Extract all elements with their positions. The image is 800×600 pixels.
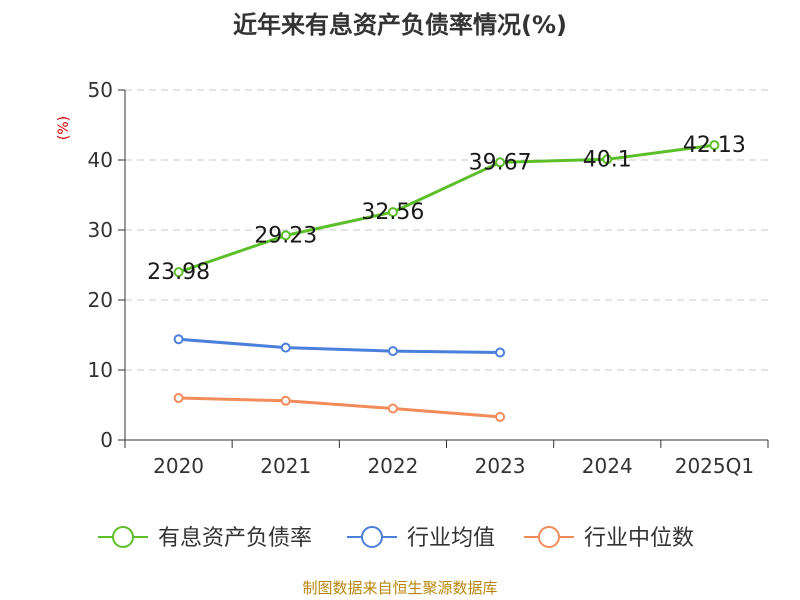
data-point (280, 230, 291, 241)
data-label: 23.98 (147, 260, 210, 285)
y-tick-label: 50 (88, 78, 113, 102)
data-label: 39.67 (469, 150, 532, 175)
y-axis-unit-label: (%) (56, 116, 72, 140)
x-tick-label: 2022 (367, 454, 418, 478)
y-tick-label: 20 (88, 288, 113, 312)
x-tick-label: 2023 (475, 454, 526, 478)
axes: 0 10 20 30 40 50 2020 2021 2022 2023 2024 2025Q1 (88, 78, 769, 478)
data-label: 40.1 (583, 147, 632, 172)
legend-label[interactable]: 有息资产负债率 (158, 526, 312, 551)
data-point (173, 334, 184, 345)
data-point (387, 207, 398, 218)
series-line-0 (178, 143, 715, 274)
x-tick-label: 2021 (260, 454, 311, 478)
data-point (602, 154, 613, 165)
series-line-2 (178, 396, 501, 419)
data-label: 42.13 (683, 133, 746, 158)
y-tick-label: 10 (88, 358, 113, 382)
x-tick-label: 2025Q1 (675, 454, 754, 478)
chart-title: 近年来有息资产负债率情况(%) (233, 11, 567, 39)
data-point (495, 411, 506, 422)
legend-label[interactable]: 行业中位数 (584, 526, 694, 551)
data-point (709, 140, 720, 151)
y-tick-label: 30 (88, 218, 113, 242)
source-note: 制图数据来自恒生聚源数据库 (302, 579, 497, 597)
data-label: 32.56 (361, 200, 424, 225)
data-point (495, 347, 506, 358)
legend[interactable]: 有息资产负债率 行业均值 行业中位数 (98, 526, 694, 551)
data-point (280, 395, 291, 406)
legend-marker[interactable] (538, 526, 560, 548)
y-tick-label: 0 (100, 428, 113, 452)
data-point (173, 267, 184, 278)
legend-marker[interactable] (361, 526, 383, 548)
data-point (387, 403, 398, 414)
legend-label[interactable]: 行业均值 (407, 526, 495, 551)
data-point (387, 346, 398, 357)
series-line-1 (178, 337, 501, 354)
data-labels: 23.98 29.23 32.56 39.67 40.1 42.13 (147, 133, 746, 285)
y-tick-label: 40 (88, 148, 113, 172)
series-lines (173, 140, 720, 422)
data-label: 29.23 (254, 223, 317, 248)
x-tick-label: 2020 (153, 454, 204, 478)
x-tick-label: 2024 (582, 454, 633, 478)
grid-lines (125, 89, 768, 371)
data-point (280, 342, 291, 353)
legend-marker[interactable] (112, 526, 134, 548)
data-point (173, 393, 184, 403)
data-point (495, 157, 506, 168)
